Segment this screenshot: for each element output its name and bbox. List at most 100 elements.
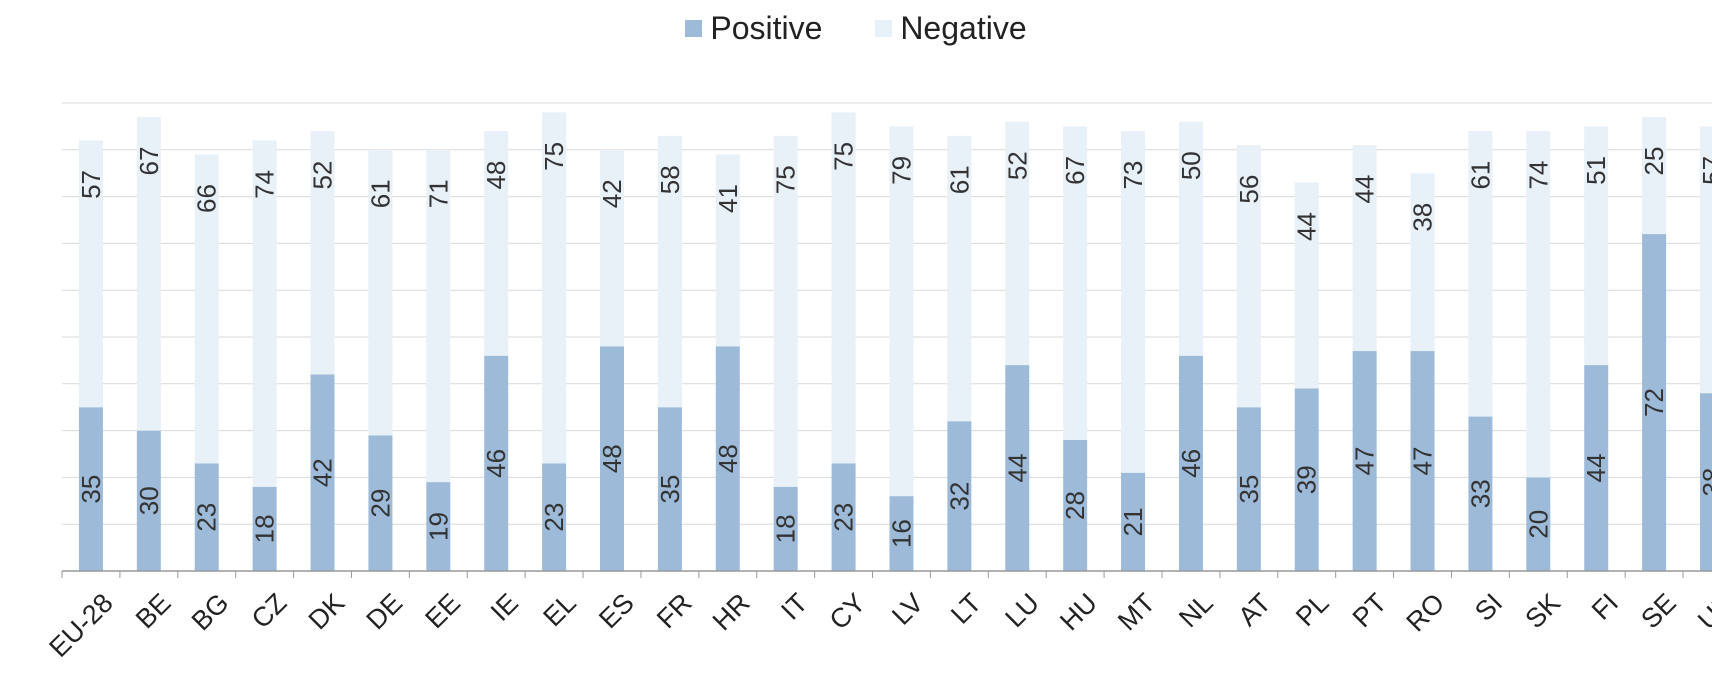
bar-negative-se [1642, 117, 1667, 235]
data-label-positive-fi: 44 [1581, 454, 1611, 483]
data-label-positive-se: 72 [1639, 388, 1669, 417]
bar-positive-lu [1005, 365, 1030, 571]
legend-swatch-positive [685, 20, 703, 37]
data-label-positive-de: 29 [365, 489, 395, 518]
x-tick-label-be: BE [130, 588, 177, 635]
bar-positive-ro [1410, 351, 1435, 571]
bar-positive-sk [1526, 477, 1551, 571]
bar-positive-de [368, 435, 393, 571]
data-label-negative-ro: 38 [1408, 203, 1438, 232]
bar-negative-mt [1121, 131, 1146, 473]
x-tick-label-fr: FR [651, 588, 698, 635]
x-tick-label-ie: IE [485, 588, 524, 627]
x-tick-label-cy: CY [824, 588, 872, 636]
x-tick-label-lt: LT [945, 588, 987, 630]
data-label-negative-ee: 71 [423, 179, 453, 208]
data-label-negative-hr: 41 [713, 184, 743, 213]
data-label-positive-hr: 48 [713, 444, 743, 473]
data-label-negative-nl: 50 [1176, 151, 1206, 180]
bar-positive-it [773, 486, 798, 571]
x-tick-label-dk: DK [303, 588, 351, 636]
data-label-negative-de: 61 [365, 179, 395, 208]
data-label-positive-fr: 35 [655, 475, 685, 504]
bar-positive-at [1236, 407, 1261, 571]
bar-negative-bg [194, 154, 219, 464]
bar-negative-it [773, 135, 798, 487]
x-tick-label-se: SE [1635, 588, 1682, 635]
bar-negative-cz [252, 140, 277, 487]
bar-positive-lv [889, 496, 914, 571]
data-label-negative-it: 75 [771, 165, 801, 194]
x-tick-label-es: ES [593, 588, 640, 635]
bar-negative-dk [310, 131, 335, 375]
x-tick-label-de: DE [361, 588, 409, 636]
bar-positive-es [600, 346, 624, 571]
data-label-positive-lt: 32 [944, 482, 974, 511]
x-tick-label-pl: PL [1290, 588, 1335, 633]
bar-positive-uk [1700, 393, 1712, 571]
bar-negative-be [136, 117, 161, 431]
bar-negative-sk [1526, 131, 1551, 478]
bar-negative-fr [657, 135, 682, 408]
data-label-negative-se: 25 [1639, 147, 1669, 176]
legend-label-positive: Positive [710, 10, 823, 46]
bar-negative-uk [1700, 126, 1712, 394]
legend-item-negative: Negative [875, 10, 1027, 47]
bar-positive-eu-28 [78, 407, 103, 571]
x-tick-label-ro: RO [1400, 588, 1450, 638]
data-label-positive-sk: 20 [1523, 510, 1553, 539]
x-tick-label-at: AT [1232, 588, 1276, 632]
legend-swatch-negative [875, 20, 893, 37]
data-label-negative-si: 61 [1465, 161, 1495, 190]
bar-positive-lt [947, 421, 972, 571]
bar-positive-cz [252, 486, 277, 571]
x-tick-label-it: IT [775, 588, 813, 626]
data-label-negative-cz: 74 [250, 170, 280, 199]
bar-negative-ee [426, 149, 451, 483]
data-label-positive-uk: 38 [1697, 468, 1712, 497]
bar-negative-at [1236, 145, 1261, 408]
data-label-positive-pt: 47 [1350, 447, 1380, 476]
x-tick-label-pt: PT [1347, 588, 1393, 634]
x-tick-label-ee: EE [419, 588, 466, 635]
bar-positive-dk [310, 374, 335, 571]
bar-negative-pl [1294, 182, 1319, 389]
bar-positive-be [136, 430, 161, 571]
x-tick-label-hu: HU [1054, 588, 1103, 637]
data-label-positive-el: 23 [539, 503, 569, 532]
data-label-positive-lu: 44 [1002, 454, 1032, 483]
x-tick-label-sk: SK [1519, 588, 1566, 635]
bar-negative-fi [1584, 126, 1609, 366]
data-label-negative-pt: 44 [1350, 175, 1380, 204]
bar-positive-fr [657, 407, 682, 571]
bar-negative-lt [947, 135, 972, 422]
x-tick-label-nl: NL [1173, 588, 1219, 634]
data-label-positive-pl: 39 [1292, 465, 1322, 494]
data-label-negative-fi: 51 [1581, 156, 1611, 185]
bar-positive-mt [1121, 472, 1146, 571]
data-label-negative-mt: 73 [1118, 161, 1148, 190]
data-label-positive-dk: 42 [308, 458, 338, 487]
data-label-positive-nl: 46 [1176, 449, 1206, 478]
bar-negative-hu [1063, 126, 1088, 440]
bar-positive-pt [1352, 351, 1377, 571]
x-tick-label-si: SI [1469, 588, 1508, 627]
data-label-positive-bg: 23 [192, 503, 222, 532]
bar-positive-hr [715, 346, 740, 571]
data-label-positive-it: 18 [771, 514, 801, 543]
bar-negative-de [368, 149, 393, 436]
x-tick-label-el: EL [537, 588, 582, 633]
bar-positive-el [542, 463, 567, 571]
data-label-positive-hu: 28 [1060, 491, 1090, 520]
bar-negative-lu [1005, 121, 1030, 366]
x-tick-label-hr: HR [707, 588, 756, 637]
bar-negative-ie [484, 131, 509, 356]
data-label-negative-lu: 52 [1002, 151, 1032, 180]
bar-positive-cy [831, 463, 856, 571]
data-label-negative-be: 67 [134, 147, 164, 176]
x-tick-label-mt: MT [1112, 588, 1161, 637]
data-label-negative-at: 56 [1234, 175, 1264, 204]
bar-negative-ro [1410, 173, 1435, 352]
